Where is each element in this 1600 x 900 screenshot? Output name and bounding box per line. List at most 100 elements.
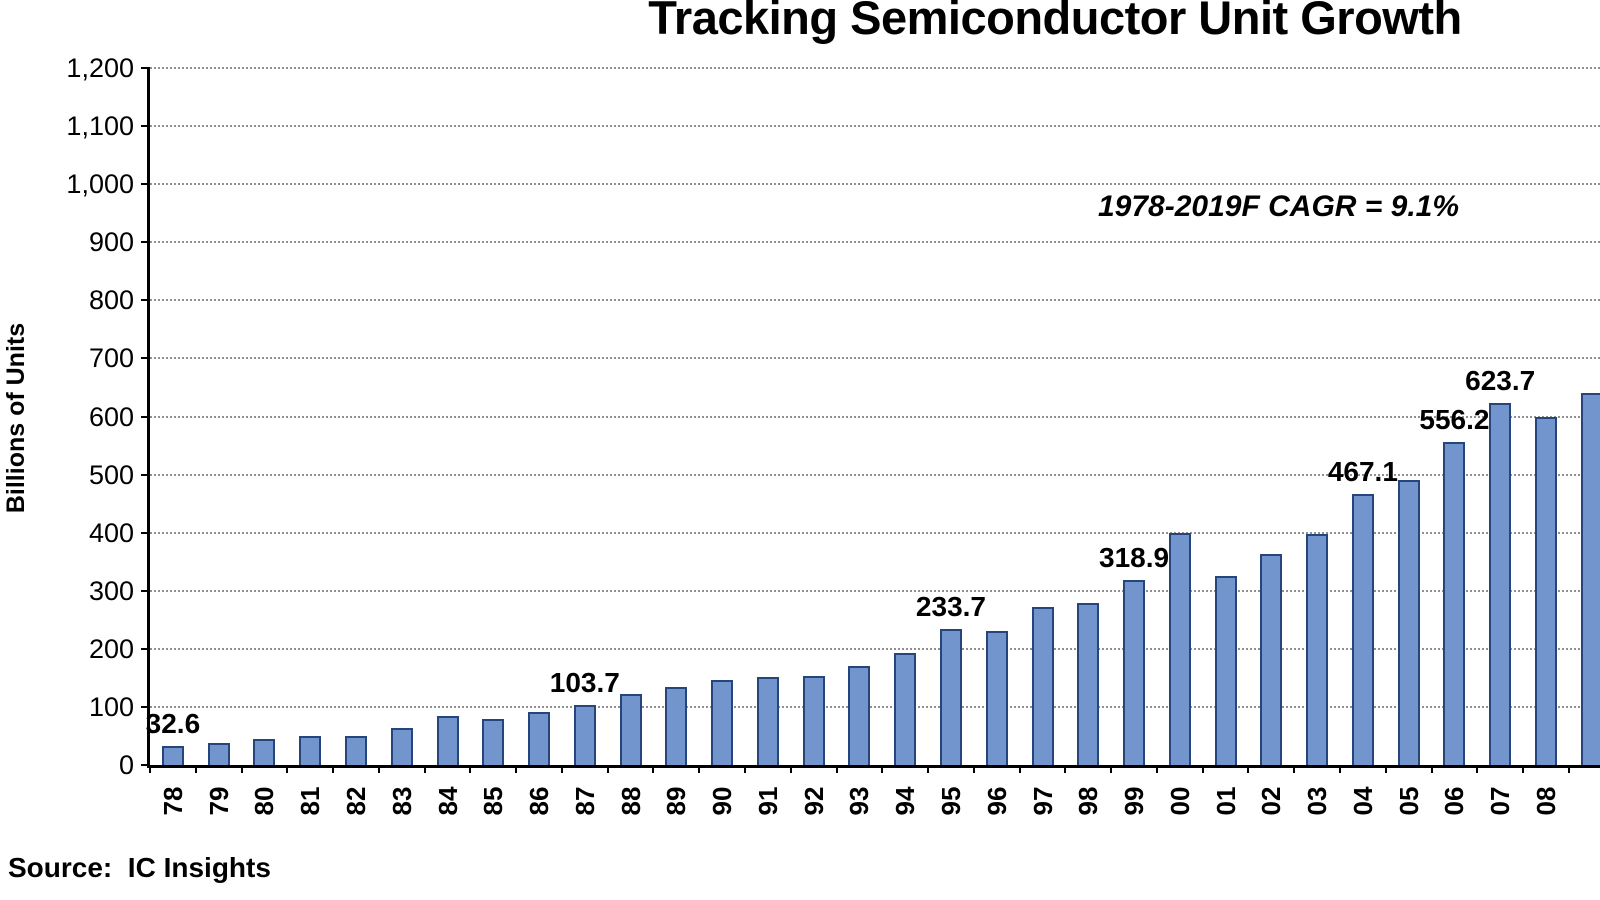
y-axis-tick-label: 700 bbox=[88, 343, 134, 374]
bar-year-82 bbox=[344, 735, 367, 765]
x-axis-tick bbox=[515, 765, 518, 773]
x-axis-tick bbox=[1155, 765, 1158, 773]
x-axis-tick bbox=[1064, 765, 1067, 773]
bar-value-label: 318.9 bbox=[1099, 541, 1170, 573]
x-axis-tick bbox=[835, 765, 838, 773]
gridline bbox=[150, 415, 1600, 418]
x-axis-tick bbox=[1201, 765, 1204, 773]
y-axis-tick-label: 1,000 bbox=[66, 169, 134, 200]
gridline bbox=[150, 357, 1600, 360]
bar-year-99 bbox=[1123, 579, 1146, 765]
x-axis-line bbox=[147, 765, 1600, 768]
x-axis-tick bbox=[469, 765, 472, 773]
x-axis-tick bbox=[1476, 765, 1479, 773]
x-axis-tick bbox=[881, 765, 884, 773]
bar-year-95 bbox=[939, 629, 962, 765]
bar-year-83 bbox=[390, 728, 413, 765]
x-axis-tick bbox=[560, 765, 563, 773]
y-axis-tick bbox=[141, 415, 150, 418]
bar-year-08 bbox=[1534, 416, 1557, 765]
y-axis-tick bbox=[141, 647, 150, 650]
bar-year-94 bbox=[894, 653, 917, 765]
bar-value-label: 233.7 bbox=[915, 591, 986, 623]
x-axis-tick bbox=[1567, 765, 1570, 773]
y-axis-tick bbox=[141, 183, 150, 186]
plot-area: 0 100 200 300 400 500 600 700 800 900 1,000 1,100 1,… bbox=[66, 53, 1600, 815]
gridline bbox=[150, 67, 1600, 69]
source-note: Source: IC Insights bbox=[8, 852, 271, 883]
x-axis-tick bbox=[332, 765, 335, 773]
y-axis-tick bbox=[141, 125, 150, 128]
bar-value-label: 623.7 bbox=[1465, 364, 1536, 396]
bar-year-87 bbox=[573, 704, 596, 765]
bar-year-00 bbox=[1168, 532, 1191, 765]
y-axis-tick bbox=[141, 473, 150, 476]
y-axis-tick bbox=[141, 531, 150, 534]
y-axis-line bbox=[147, 68, 150, 768]
bar-year-92 bbox=[802, 676, 825, 765]
bar-year-05 bbox=[1397, 480, 1420, 765]
bar-year-85 bbox=[482, 718, 505, 765]
bar-year-78 bbox=[161, 746, 184, 765]
x-axis-tick bbox=[1293, 765, 1296, 773]
bar-year-97 bbox=[1031, 607, 1054, 765]
y-axis-tick-label: 200 bbox=[88, 633, 134, 664]
bar-year-79 bbox=[207, 742, 230, 765]
y-axis-tick-label: 400 bbox=[88, 517, 134, 548]
bar-year-86 bbox=[528, 711, 551, 765]
x-axis-tick bbox=[1247, 765, 1250, 773]
bar-year-96 bbox=[985, 631, 1008, 765]
gridline bbox=[150, 299, 1600, 302]
bar-year-06 bbox=[1443, 441, 1466, 765]
bar-value-label: 103.7 bbox=[549, 666, 620, 698]
bar-value-label: 556.2 bbox=[1419, 403, 1490, 435]
bar-year-89 bbox=[665, 686, 688, 765]
bar-year-98 bbox=[1077, 602, 1100, 765]
bar-year-07 bbox=[1489, 402, 1512, 765]
bar-year-93 bbox=[848, 666, 871, 765]
y-axis-tick-label: 600 bbox=[88, 401, 134, 432]
x-axis-tick bbox=[423, 765, 426, 773]
x-axis-tick bbox=[789, 765, 792, 773]
x-axis-tick bbox=[972, 765, 975, 773]
x-axis-tick bbox=[1384, 765, 1387, 773]
bar-year-01 bbox=[1214, 576, 1237, 765]
bar-year-81 bbox=[299, 735, 322, 765]
x-axis-tick bbox=[1110, 765, 1113, 773]
y-axis-tick-label: 100 bbox=[88, 691, 134, 722]
bar-year-91 bbox=[756, 676, 779, 765]
x-axis-tick bbox=[606, 765, 609, 773]
bar-year-84 bbox=[436, 715, 459, 765]
bar-year-90 bbox=[711, 680, 734, 765]
x-axis-tick bbox=[652, 765, 655, 773]
y-axis-tick bbox=[141, 357, 150, 360]
y-axis-tick-label: 800 bbox=[88, 285, 134, 316]
gridline bbox=[150, 531, 1600, 534]
x-axis-tick bbox=[240, 765, 243, 773]
x-axis-tick bbox=[286, 765, 289, 773]
y-axis-tick bbox=[141, 299, 150, 302]
y-axis-tick-label: 1,100 bbox=[66, 111, 134, 142]
gridline bbox=[150, 125, 1600, 128]
y-axis-tick-label: 300 bbox=[88, 575, 134, 606]
bar-partial-cropped bbox=[1580, 393, 1600, 765]
y-axis-tick bbox=[141, 67, 150, 69]
gridline bbox=[150, 705, 1600, 708]
gridline bbox=[150, 183, 1600, 186]
bar-year-04 bbox=[1351, 493, 1374, 765]
gridline bbox=[150, 647, 1600, 650]
x-axis-tick bbox=[1430, 765, 1433, 773]
bar-year-02 bbox=[1260, 554, 1283, 765]
bar-year-80 bbox=[253, 738, 276, 765]
bar-year-03 bbox=[1306, 533, 1329, 765]
gridline bbox=[150, 241, 1600, 244]
x-axis-tick bbox=[927, 765, 930, 773]
y-axis-tick-label: 900 bbox=[88, 227, 134, 258]
x-axis-tick bbox=[698, 765, 701, 773]
x-axis-tick bbox=[377, 765, 380, 773]
x-axis-tick bbox=[1339, 765, 1342, 773]
x-axis-tick bbox=[1018, 765, 1021, 773]
y-axis-tick-label: 1,200 bbox=[66, 53, 134, 83]
bar-year-88 bbox=[619, 694, 642, 765]
